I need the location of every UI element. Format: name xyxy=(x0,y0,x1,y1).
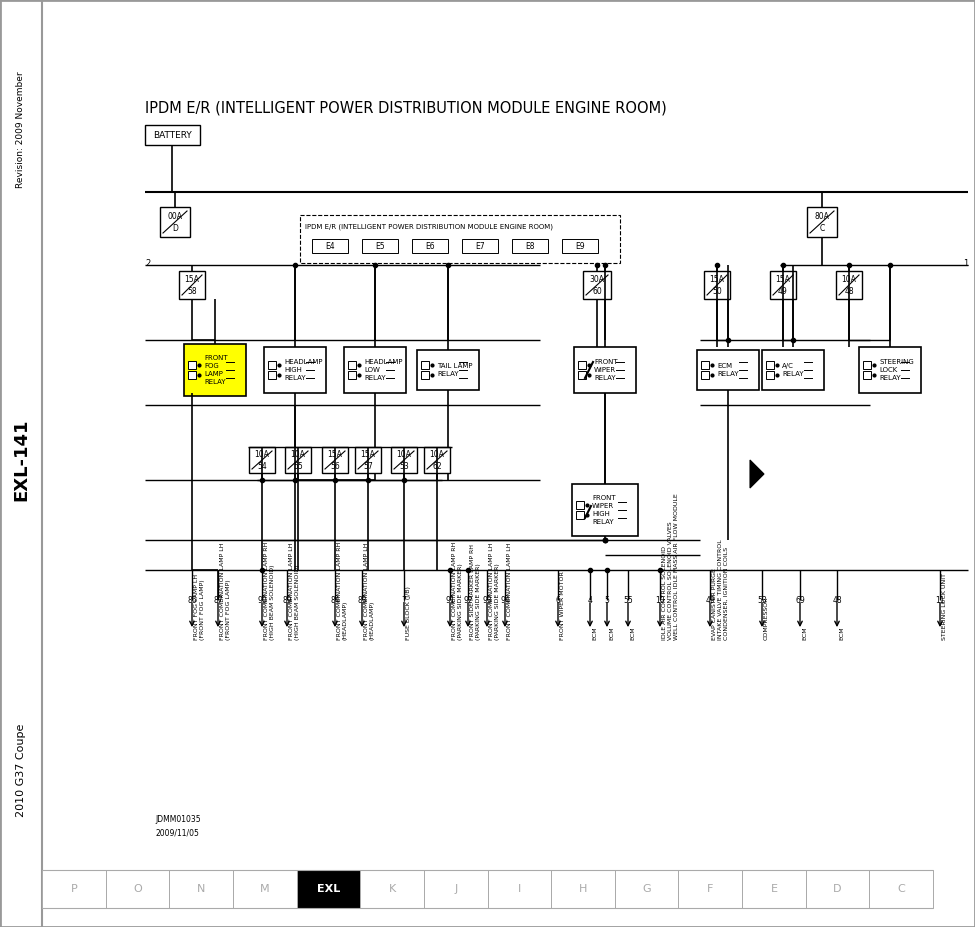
Text: FRONT SIDE MARKER LAMP RH
(PARKING SIDE MARKER): FRONT SIDE MARKER LAMP RH (PARKING SIDE … xyxy=(470,544,481,640)
Text: 57: 57 xyxy=(363,462,372,471)
Polygon shape xyxy=(836,271,862,299)
Text: 55: 55 xyxy=(623,596,633,605)
Text: 92: 92 xyxy=(463,596,473,605)
Text: 15A: 15A xyxy=(184,274,200,284)
Text: COMPRESSOR: COMPRESSOR xyxy=(764,596,769,640)
Text: 2009/11/05: 2009/11/05 xyxy=(155,829,199,837)
Polygon shape xyxy=(742,870,805,908)
Text: FRONT COMBINATION LAMP LH: FRONT COMBINATION LAMP LH xyxy=(507,542,512,640)
Text: 86: 86 xyxy=(187,596,197,605)
Text: 15A: 15A xyxy=(710,274,724,284)
Text: ECM: ECM xyxy=(839,627,844,640)
Text: 58: 58 xyxy=(187,286,197,296)
Polygon shape xyxy=(697,350,759,390)
Polygon shape xyxy=(766,361,774,369)
Text: HEADLAMP: HEADLAMP xyxy=(284,359,323,365)
Text: C: C xyxy=(897,884,905,894)
Text: FRONT COMBINATION LAMP LH
(FRONT FOG LAMP): FRONT COMBINATION LAMP LH (FRONT FOG LAM… xyxy=(220,542,231,640)
Text: 49: 49 xyxy=(705,596,715,605)
Text: WIPER: WIPER xyxy=(594,367,616,373)
Text: 4: 4 xyxy=(588,596,593,605)
Polygon shape xyxy=(355,447,381,473)
Text: O: O xyxy=(134,884,141,894)
Text: 69: 69 xyxy=(796,596,805,605)
Text: RELAY: RELAY xyxy=(204,379,225,385)
Polygon shape xyxy=(766,371,774,379)
Text: 1: 1 xyxy=(962,259,968,268)
Polygon shape xyxy=(770,271,796,299)
Text: ECM: ECM xyxy=(592,627,597,640)
Polygon shape xyxy=(679,870,742,908)
Text: 6: 6 xyxy=(556,596,561,605)
Text: JDMM01035: JDMM01035 xyxy=(155,816,201,824)
Text: FRONT COMBINATION LAMP LH
(PARKING SIDE MARKER): FRONT COMBINATION LAMP LH (PARKING SIDE … xyxy=(489,542,500,640)
Text: ECM: ECM xyxy=(609,627,614,640)
Polygon shape xyxy=(160,207,190,237)
Text: A/C: A/C xyxy=(782,363,794,369)
Text: FOG: FOG xyxy=(204,363,218,369)
Polygon shape xyxy=(576,501,584,509)
Polygon shape xyxy=(488,870,551,908)
Polygon shape xyxy=(701,361,709,369)
Polygon shape xyxy=(615,870,679,908)
Text: 94: 94 xyxy=(500,596,510,605)
Text: 56: 56 xyxy=(331,462,340,471)
Text: RELAY: RELAY xyxy=(592,519,613,525)
Text: 10A: 10A xyxy=(397,450,411,459)
Text: 00A: 00A xyxy=(168,211,182,221)
Polygon shape xyxy=(807,207,837,237)
Polygon shape xyxy=(344,347,406,393)
Polygon shape xyxy=(300,215,620,263)
Text: E9: E9 xyxy=(575,242,585,250)
Polygon shape xyxy=(421,361,429,369)
Text: 10A: 10A xyxy=(430,450,445,459)
Text: LAMP: LAMP xyxy=(204,371,223,377)
Text: K: K xyxy=(388,884,396,894)
Text: FRONT: FRONT xyxy=(204,355,227,361)
Text: 50: 50 xyxy=(712,286,722,296)
Text: TAIL LAMP: TAIL LAMP xyxy=(437,363,473,369)
Text: HIGH: HIGH xyxy=(284,367,302,373)
Text: 53: 53 xyxy=(399,462,409,471)
Text: FRONT COMBINATION LAMP RH
(PARKING SIDE MARKER): FRONT COMBINATION LAMP RH (PARKING SIDE … xyxy=(452,541,463,640)
Polygon shape xyxy=(562,239,598,253)
Text: 10A: 10A xyxy=(291,450,305,459)
Text: FRONT COMBINATION LAMP RH
(HIGH BEAM SOLENOID): FRONT COMBINATION LAMP RH (HIGH BEAM SOL… xyxy=(264,541,275,640)
Text: D: D xyxy=(172,223,177,233)
Text: E8: E8 xyxy=(526,242,534,250)
Polygon shape xyxy=(348,371,356,379)
Text: 54: 54 xyxy=(257,462,267,471)
Text: 89: 89 xyxy=(282,596,292,605)
Text: 48: 48 xyxy=(833,596,841,605)
Polygon shape xyxy=(750,460,764,488)
Text: 15A: 15A xyxy=(775,274,791,284)
Polygon shape xyxy=(362,239,398,253)
Polygon shape xyxy=(572,484,638,536)
Text: RELAY: RELAY xyxy=(284,375,305,381)
Text: IDLE AIR CONTROL SOLENOID
VOLUME CONTROL SOLENOID VALVES
WELL CONTROL IDLE MASS : IDLE AIR CONTROL SOLENOID VOLUME CONTROL… xyxy=(662,493,679,640)
Text: HEADLAMP: HEADLAMP xyxy=(364,359,403,365)
Text: LOW: LOW xyxy=(364,367,380,373)
Polygon shape xyxy=(312,239,348,253)
Text: FUSE BLOCK (J/B): FUSE BLOCK (J/B) xyxy=(406,586,411,640)
Text: BATTERY: BATTERY xyxy=(153,131,191,139)
Text: F: F xyxy=(707,884,714,894)
Text: WIPER: WIPER xyxy=(592,503,614,509)
Polygon shape xyxy=(805,870,870,908)
Polygon shape xyxy=(551,870,615,908)
Polygon shape xyxy=(417,350,479,390)
Polygon shape xyxy=(179,271,205,299)
Text: 15A: 15A xyxy=(328,450,342,459)
Text: ECM: ECM xyxy=(630,627,635,640)
Text: FRONT: FRONT xyxy=(594,359,617,365)
Polygon shape xyxy=(268,371,276,379)
Text: 80A: 80A xyxy=(814,211,830,221)
Polygon shape xyxy=(145,125,200,145)
Polygon shape xyxy=(184,344,246,396)
Text: 62: 62 xyxy=(432,462,442,471)
Text: 91: 91 xyxy=(446,596,454,605)
Polygon shape xyxy=(249,447,275,473)
Polygon shape xyxy=(583,271,611,299)
Polygon shape xyxy=(424,447,450,473)
